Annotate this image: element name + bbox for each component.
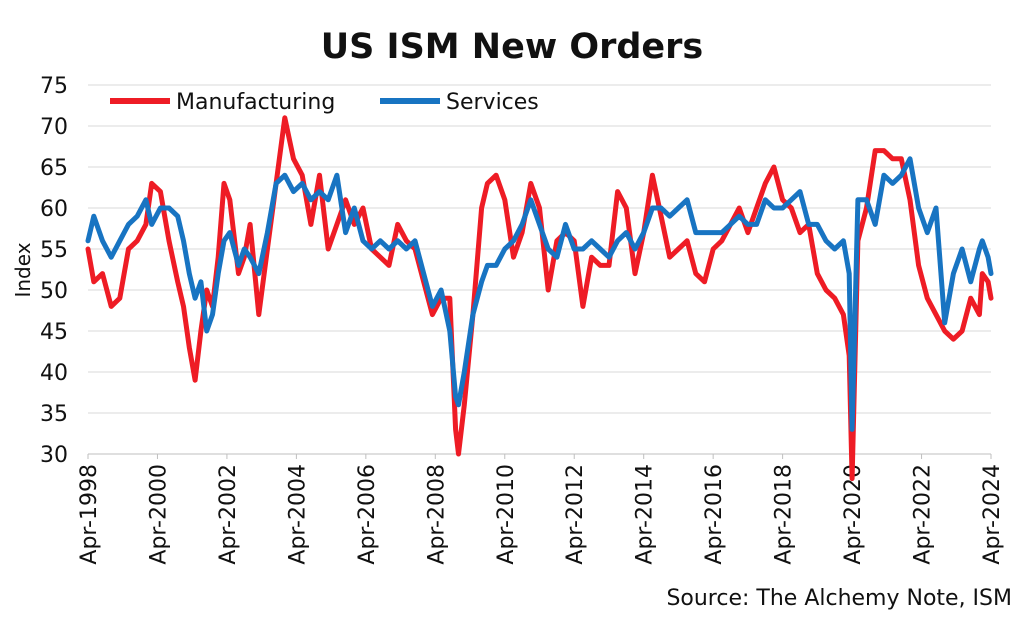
grid-layer	[88, 84, 991, 455]
y-tick-label: 45	[40, 320, 68, 345]
x-tick-label: Apr-2010	[494, 464, 519, 565]
x-tick-label: Apr-2016	[702, 464, 727, 565]
chart-title: US ISM New Orders	[321, 27, 704, 67]
source-note: Source: The Alchemy Note, ISM	[666, 586, 1012, 611]
axis-layer: 30 35 40 45 50 55 60 65 70 75 Apr-1998 Apr-2000 Apr-…	[40, 74, 1005, 565]
series-layer	[85, 115, 994, 482]
x-tick-label: Apr-2018	[772, 464, 797, 565]
x-tick-label: Apr-2014	[633, 464, 658, 565]
legend-label-services: Services	[446, 90, 539, 115]
y-tick-label: 70	[40, 115, 68, 140]
x-tick-label: Apr-2006	[355, 464, 380, 565]
legend: Manufacturing Services	[110, 90, 539, 115]
y-tick-label: 50	[40, 279, 68, 304]
y-tick-label: 40	[40, 361, 68, 386]
x-tick-label: Apr-2004	[285, 464, 310, 565]
y-tick-label: 60	[40, 197, 68, 222]
x-tick-label: Apr-2024	[980, 464, 1005, 565]
x-tick-label: Apr-1998	[77, 464, 102, 565]
x-tick-label: Apr-2012	[563, 464, 588, 565]
x-tick-label: Apr-2020	[841, 464, 866, 565]
legend-label-manufacturing: Manufacturing	[176, 90, 335, 115]
x-tick-label: Apr-2008	[424, 464, 449, 565]
x-tick-label: Apr-2022	[911, 464, 936, 565]
y-axis-label: Index	[11, 242, 35, 297]
y-tick-label: 30	[40, 443, 68, 468]
y-tick-label: 65	[40, 156, 68, 181]
y-tick-label: 55	[40, 238, 68, 263]
x-tick-label: Apr-2002	[216, 464, 241, 565]
y-tick-label: 75	[40, 74, 68, 99]
y-tick-label: 35	[40, 402, 68, 427]
x-tick-label: Apr-2000	[146, 464, 171, 565]
series-line-services	[85, 156, 994, 432]
